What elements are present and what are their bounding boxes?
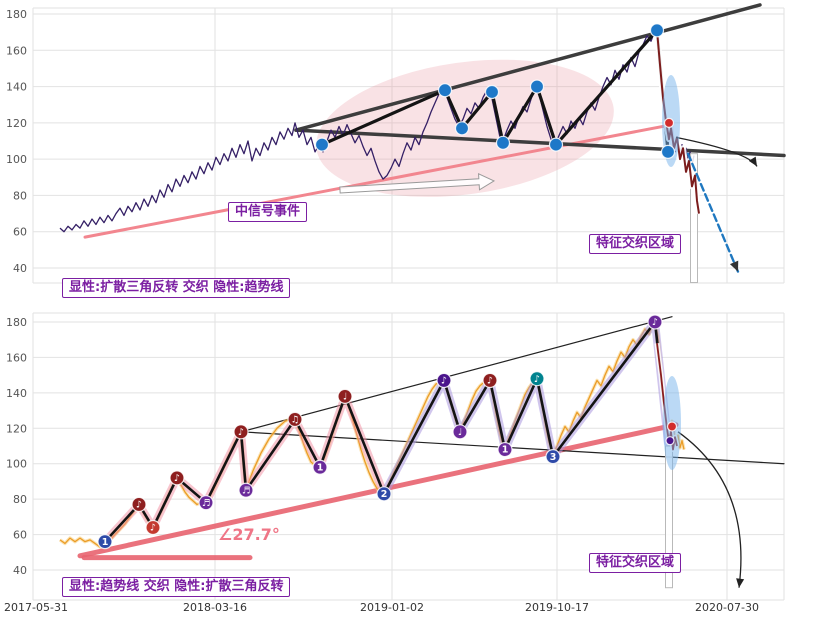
pivot-marker — [169, 470, 185, 486]
pivot-marker — [660, 144, 676, 159]
top-caption-label: 显性:扩散三角反转 交织 隐性:趋势线 — [62, 278, 291, 298]
pivot-marker — [145, 519, 161, 536]
arrowhead — [736, 578, 745, 588]
y-tick-label: 100 — [6, 458, 27, 471]
y-tick-label: 180 — [6, 8, 27, 21]
pivot-marker-label: ♪ — [534, 374, 540, 385]
pivot-marker — [454, 121, 470, 136]
y-tick-label: 140 — [6, 387, 27, 400]
pivot-marker-label: ♪ — [136, 500, 142, 511]
y-tick-label: 60 — [13, 529, 27, 542]
pivot-marker-label: 1 — [317, 462, 324, 473]
signal-direction-arrow — [339, 173, 496, 194]
pivot-marker — [529, 79, 545, 94]
y-tick-label: 160 — [6, 44, 27, 57]
pivot-marker — [337, 388, 353, 404]
pivot-marker — [663, 117, 675, 128]
x-tick-label: 2019-01-02 — [360, 601, 424, 614]
pivot-marker — [314, 137, 330, 152]
pivot-marker-label: 1 — [502, 445, 509, 456]
pivot-marker-label: ♪ — [174, 473, 180, 484]
pivot-marker — [495, 135, 511, 150]
drop-pillar — [690, 153, 698, 284]
pivot-marker — [649, 23, 665, 38]
angle-label: ∠27.7° — [218, 525, 280, 544]
pivot-marker — [484, 84, 500, 100]
pivot-zigzag-bottom — [104, 320, 675, 543]
broadening-lower-line — [294, 128, 786, 158]
y-tick-label: 120 — [6, 117, 27, 130]
y-tick-label: 140 — [6, 81, 27, 94]
pivot-marker-label: ♪ — [150, 523, 156, 534]
pivot-marker — [287, 411, 303, 428]
top-feature-zone-label: 特征交织区域 — [589, 234, 682, 254]
x-tick-label: 2020-07-30 — [695, 601, 759, 614]
pivot-marker — [482, 372, 498, 389]
pivot-marker-label: ♩ — [343, 392, 347, 403]
x-tick-label: 2019-10-17 — [525, 601, 589, 614]
projection-dashed-line — [686, 152, 740, 273]
pivot-marker — [437, 83, 453, 98]
y-tick-label: 120 — [6, 422, 27, 435]
pivot-marker — [436, 372, 452, 389]
pivot-marker-label: 2 — [381, 489, 388, 500]
pivot-marker — [665, 436, 675, 446]
pivot-marker-label: ♬ — [242, 485, 251, 496]
y-tick-label: 160 — [6, 351, 27, 364]
pivot-marker — [312, 459, 328, 475]
y-tick-label: 80 — [13, 493, 27, 506]
pivot-marker — [548, 137, 564, 152]
pivot-marker-label: ♪ — [238, 427, 244, 438]
y-tick-label: 40 — [13, 262, 27, 275]
broadening-upper-line — [294, 3, 762, 132]
price-line-bottom — [59, 321, 685, 548]
price-line-top — [59, 29, 695, 233]
pivot-marker — [97, 534, 113, 550]
signal-event-label: 中信号事件 — [228, 202, 308, 222]
pivot-marker-label: ♪ — [487, 376, 493, 387]
pivot-marker — [666, 421, 678, 432]
y-tick-label: 40 — [13, 564, 27, 577]
broadening-upper-line — [240, 316, 673, 433]
top-price-chart: 180 160 140 120 100 80 60 40 — [6, 3, 786, 284]
pivot-marker — [376, 486, 392, 502]
drop-curve-arrow — [677, 431, 742, 588]
pivot-marker — [452, 424, 468, 440]
pivot-marker-label: 1 — [102, 537, 109, 548]
pivot-marker — [497, 441, 513, 458]
pivot-marker — [131, 496, 147, 513]
pivot-marker — [545, 449, 561, 465]
pivot-marker — [198, 495, 214, 511]
y-tick-label: 80 — [13, 189, 27, 202]
pivot-marker-label: ♬ — [202, 498, 211, 509]
pivot-marker-label: ♪ — [441, 376, 447, 387]
y-tick-label: 60 — [13, 226, 27, 239]
pivot-marker — [233, 424, 249, 440]
pivot-marker-label: ♪ — [652, 317, 658, 328]
pivot-marker-label: ♩ — [458, 427, 462, 438]
pivot-marker-label: ♫ — [291, 415, 300, 426]
arrowhead — [729, 260, 739, 272]
bottom-price-chart: 180 160 140 120 100 80 60 40 2017-05-31 2018-03-1… — [4, 312, 785, 614]
pivot-marker — [529, 371, 545, 387]
bottom-caption-label: 显性:趋势线 交织 隐性:扩散三角反转 — [62, 577, 291, 597]
pivot-marker — [647, 314, 663, 330]
y-tick-label: 180 — [6, 316, 27, 329]
y-tick-label: 100 — [6, 153, 27, 166]
price-line-bottom-glow — [58, 320, 686, 549]
arrowhead — [748, 156, 757, 167]
x-tick-label: 2018-03-16 — [183, 601, 247, 614]
bottom-feature-zone-label: 特征交织区域 — [589, 553, 682, 573]
x-tick-label: 2017-05-31 — [4, 601, 68, 614]
pivot-marker — [238, 482, 254, 498]
pivot-marker-label: 3 — [550, 452, 557, 463]
